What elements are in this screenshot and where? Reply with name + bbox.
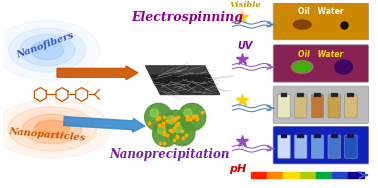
Ellipse shape — [31, 41, 64, 60]
Ellipse shape — [20, 34, 75, 66]
Circle shape — [161, 110, 189, 138]
FancyBboxPatch shape — [273, 45, 369, 82]
FancyBboxPatch shape — [328, 135, 341, 158]
FancyBboxPatch shape — [273, 86, 369, 124]
FancyBboxPatch shape — [311, 135, 324, 158]
Bar — [280, 134, 287, 138]
Text: Oil   Water: Oil Water — [298, 7, 344, 16]
Text: Nanoparticles: Nanoparticles — [8, 127, 85, 143]
Text: Electrospinning: Electrospinning — [131, 11, 243, 24]
Bar — [297, 134, 304, 138]
Ellipse shape — [0, 20, 100, 80]
Bar — [284, 172, 299, 178]
Ellipse shape — [0, 99, 111, 158]
Text: Nanoprecipitation: Nanoprecipitation — [109, 149, 229, 161]
Circle shape — [174, 125, 182, 133]
Circle shape — [169, 120, 195, 146]
Text: Nanofibers: Nanofibers — [15, 31, 75, 60]
Ellipse shape — [293, 62, 311, 71]
Text: Visible: Visible — [229, 1, 261, 9]
FancyBboxPatch shape — [345, 95, 357, 118]
Bar — [331, 134, 338, 138]
Bar — [331, 93, 338, 97]
Bar — [314, 134, 321, 138]
Circle shape — [158, 126, 165, 134]
Text: pH: pH — [229, 164, 246, 174]
Ellipse shape — [293, 20, 311, 29]
Bar — [297, 93, 304, 97]
Polygon shape — [150, 75, 220, 95]
FancyBboxPatch shape — [273, 127, 369, 164]
FancyBboxPatch shape — [278, 135, 290, 158]
FancyBboxPatch shape — [273, 2, 369, 40]
FancyBboxPatch shape — [294, 95, 307, 118]
FancyArrow shape — [57, 66, 138, 80]
Circle shape — [145, 103, 172, 131]
Bar — [280, 93, 287, 97]
Ellipse shape — [34, 120, 70, 138]
FancyBboxPatch shape — [311, 95, 324, 118]
Circle shape — [167, 116, 175, 124]
FancyBboxPatch shape — [328, 95, 341, 118]
Bar — [299, 172, 316, 178]
Bar — [348, 172, 364, 178]
Bar — [267, 172, 284, 178]
Text: UV: UV — [237, 41, 253, 51]
Ellipse shape — [23, 114, 82, 144]
Bar — [316, 172, 332, 178]
Text: Oil   Water: Oil Water — [298, 50, 344, 59]
Ellipse shape — [8, 107, 96, 151]
Bar — [251, 172, 267, 178]
FancyBboxPatch shape — [345, 135, 357, 158]
Ellipse shape — [9, 28, 86, 72]
Circle shape — [150, 109, 158, 117]
Polygon shape — [146, 66, 215, 86]
Circle shape — [178, 103, 206, 131]
FancyArrow shape — [64, 117, 145, 132]
Ellipse shape — [335, 60, 352, 74]
Ellipse shape — [291, 61, 313, 73]
Bar — [314, 93, 321, 97]
Circle shape — [153, 121, 178, 147]
Circle shape — [184, 109, 192, 117]
Bar — [347, 134, 355, 138]
FancyBboxPatch shape — [278, 95, 290, 118]
Bar — [347, 93, 355, 97]
FancyBboxPatch shape — [294, 135, 307, 158]
Bar — [332, 172, 348, 178]
